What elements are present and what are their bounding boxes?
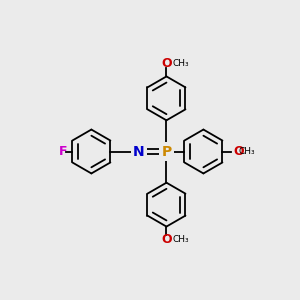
Text: CH₃: CH₃ <box>238 147 255 156</box>
Text: P: P <box>161 145 172 158</box>
Text: O: O <box>161 233 172 246</box>
Text: N: N <box>133 145 145 158</box>
Text: F: F <box>58 145 67 158</box>
Text: CH₃: CH₃ <box>172 59 189 68</box>
Text: O: O <box>161 57 172 70</box>
Text: O: O <box>233 145 244 158</box>
Text: CH₃: CH₃ <box>172 235 189 244</box>
